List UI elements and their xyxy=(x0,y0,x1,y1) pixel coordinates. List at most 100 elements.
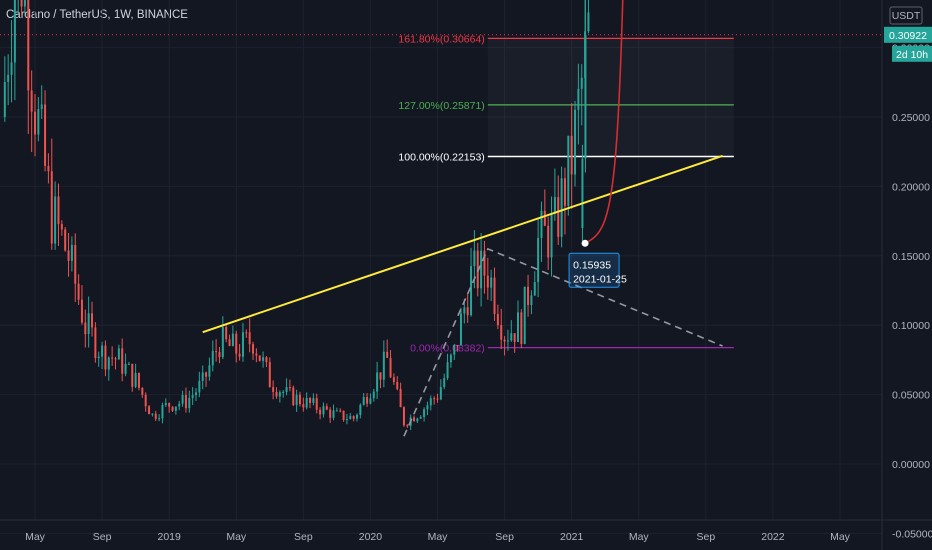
candle-body xyxy=(134,373,137,387)
candle-body xyxy=(319,409,322,415)
candle-body xyxy=(506,340,509,342)
x-tick-label: May xyxy=(25,531,46,543)
candle-body xyxy=(168,403,171,407)
candle-body xyxy=(67,250,70,261)
x-tick-label: May xyxy=(830,531,851,543)
candle-body xyxy=(104,345,107,370)
candle-body xyxy=(265,357,268,363)
candle-body xyxy=(91,313,94,328)
candle-body xyxy=(315,398,318,410)
x-tick-label: 2019 xyxy=(157,531,181,543)
candle-body xyxy=(64,229,67,251)
candle-body xyxy=(413,417,416,422)
candle-body xyxy=(262,357,265,361)
currency-label: USDT xyxy=(892,10,921,22)
candle-body xyxy=(584,34,587,159)
candle-body xyxy=(154,413,157,419)
candle-body xyxy=(101,345,104,357)
candle-body xyxy=(87,313,90,335)
candle-body xyxy=(446,362,449,379)
projection-start-point xyxy=(581,239,589,247)
candle-body xyxy=(533,282,536,296)
candle-body xyxy=(235,333,238,354)
candle-body xyxy=(416,418,419,422)
candle-body xyxy=(349,416,352,420)
candle-body xyxy=(47,165,50,172)
candle-body xyxy=(275,391,278,397)
candle-body xyxy=(161,405,164,419)
dashed-pattern-line xyxy=(403,247,723,437)
candle-body xyxy=(241,332,244,357)
candle-body xyxy=(309,397,312,403)
x-tick-label: May xyxy=(428,531,449,543)
last-price-tag xyxy=(884,26,932,43)
candle-body xyxy=(255,353,258,356)
candle-body xyxy=(520,312,523,344)
candle-body xyxy=(483,250,486,276)
fib-band xyxy=(488,38,734,156)
ascending-trendline xyxy=(202,154,723,334)
candle-body xyxy=(577,88,580,110)
candle-body xyxy=(215,351,218,353)
candle-body xyxy=(188,397,191,409)
x-tick-label: Sep xyxy=(93,531,112,543)
candle-body xyxy=(587,12,590,32)
candle-body xyxy=(252,344,255,354)
candle-body xyxy=(248,332,251,345)
candle-body xyxy=(37,109,40,135)
candle-body xyxy=(527,286,530,306)
y-tick-label: -0.05000 xyxy=(892,528,932,540)
candle-body xyxy=(272,387,275,392)
candle-body xyxy=(560,178,563,237)
candle-body xyxy=(429,398,432,406)
x-tick-label: May xyxy=(629,531,650,543)
candle-body xyxy=(379,372,382,380)
candle-body xyxy=(496,314,499,326)
candle-body xyxy=(325,406,328,410)
fib-level-label: 127.00%(0.25871) xyxy=(398,100,484,112)
x-tick-label: 2021 xyxy=(560,531,584,543)
candle-body xyxy=(80,299,83,323)
candle-body xyxy=(20,0,23,7)
candle-body xyxy=(493,277,496,315)
last-price-label: 0.30922 xyxy=(889,30,927,42)
candle-body xyxy=(580,77,583,89)
candle-body xyxy=(386,351,389,358)
candle-body xyxy=(211,351,214,366)
candle-body xyxy=(352,416,355,419)
candle-body xyxy=(332,410,335,418)
candle-body xyxy=(228,339,231,346)
candle-body xyxy=(423,409,426,417)
candle-body xyxy=(54,196,57,244)
candle-body xyxy=(288,387,291,389)
countdown-label: 2d 10h xyxy=(896,49,928,61)
candle-body xyxy=(335,410,338,412)
candle-body xyxy=(205,372,208,377)
candle-body xyxy=(399,389,402,408)
candle-body xyxy=(208,365,211,377)
candle-body xyxy=(500,325,503,340)
candle-body xyxy=(144,394,147,407)
candle-body xyxy=(171,406,174,411)
candle-body xyxy=(148,406,151,415)
candle-body xyxy=(50,171,53,244)
candle-body xyxy=(563,178,566,206)
candle-body xyxy=(362,396,365,405)
candle-body xyxy=(453,344,456,355)
candle-body xyxy=(359,404,362,415)
candle-body xyxy=(127,363,130,365)
candle-body xyxy=(356,414,358,419)
y-tick-label: 0.10000 xyxy=(892,320,930,332)
candle-body xyxy=(406,425,409,427)
candle-body xyxy=(184,395,187,409)
candle-body xyxy=(345,419,348,421)
candle-body xyxy=(449,354,452,363)
candle-body xyxy=(141,387,144,395)
candle-body xyxy=(369,398,372,404)
candle-body xyxy=(178,403,181,407)
fib-level-label: 100.00%(0.22153) xyxy=(398,152,484,164)
candle-body xyxy=(510,333,513,341)
candle-body xyxy=(258,355,261,361)
candle-body xyxy=(245,332,248,334)
